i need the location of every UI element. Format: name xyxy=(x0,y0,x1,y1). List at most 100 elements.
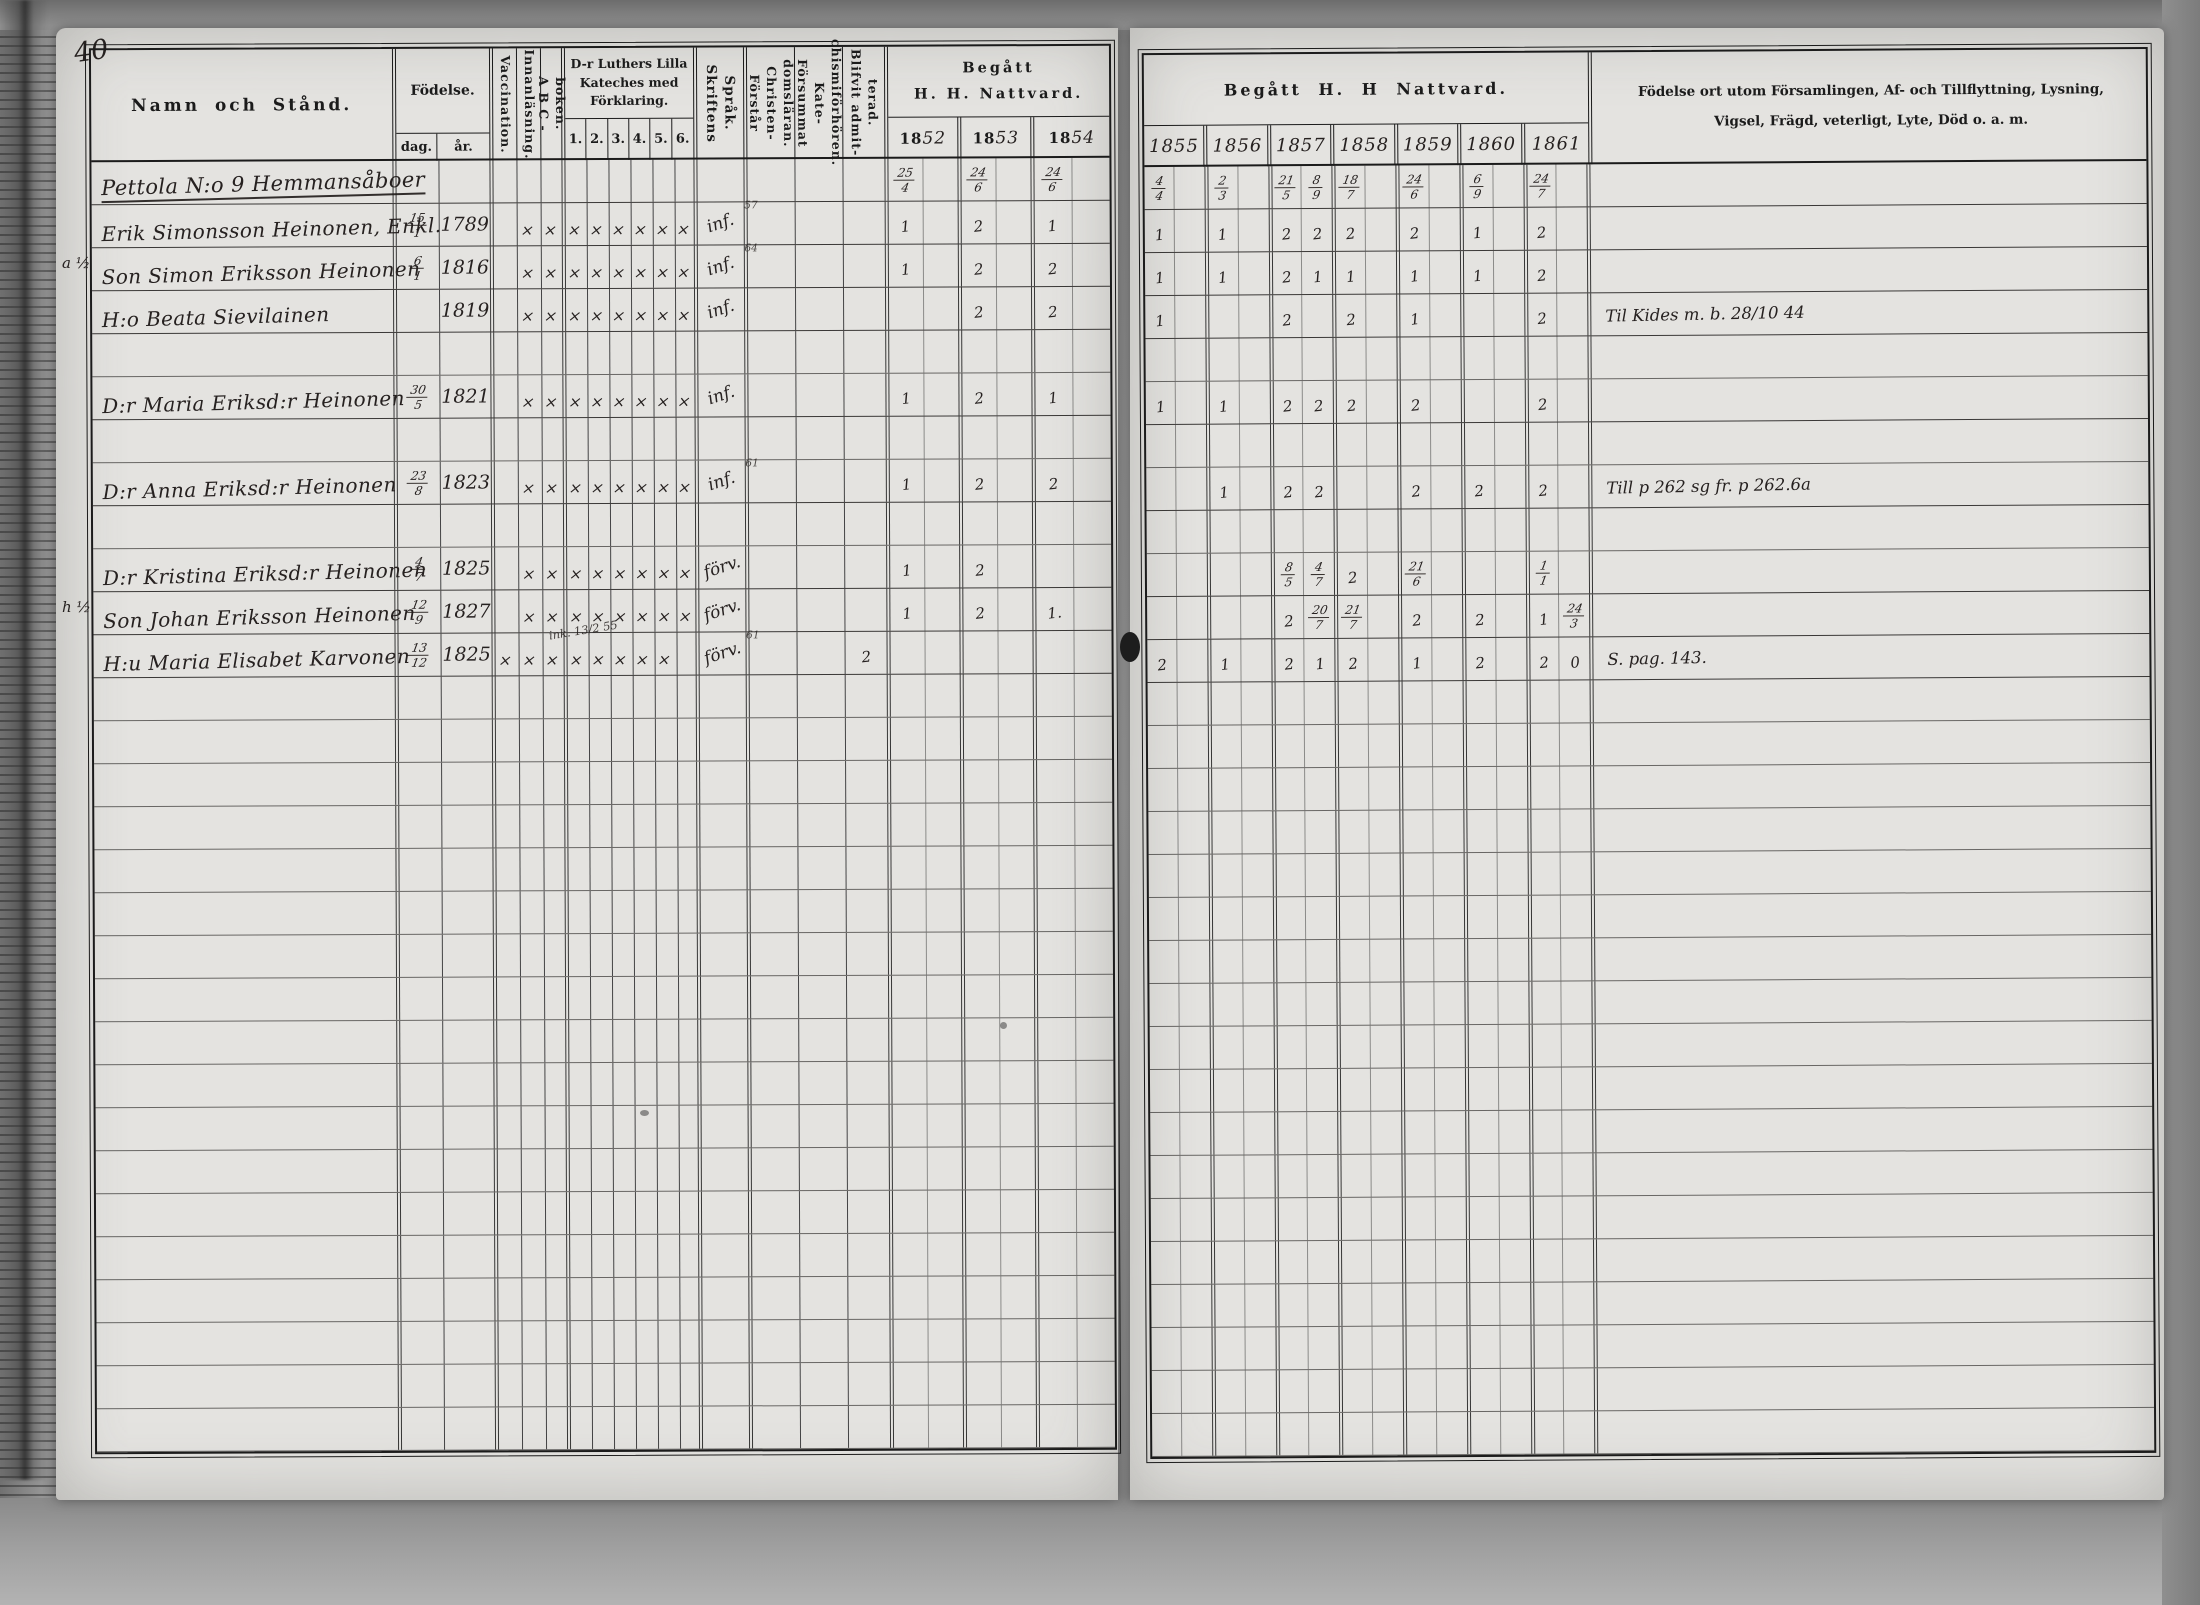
communion-cell: 2 xyxy=(963,545,1037,588)
forstar-cell xyxy=(750,890,799,933)
notes-cell xyxy=(1596,1064,2152,1109)
reading-mark-cell xyxy=(655,675,678,718)
reading-mark-cell xyxy=(612,761,635,804)
reading-mark-cell: × xyxy=(610,460,633,503)
communion-cell xyxy=(889,502,964,545)
communion-cell xyxy=(963,631,1037,674)
name-cell: H:o Beata Sievilainen xyxy=(91,289,398,334)
reading-mark-cell: × xyxy=(632,374,655,417)
handwritten-mark: 2 xyxy=(1410,481,1422,501)
reading-mark-cell xyxy=(612,976,636,1019)
sprak-cell xyxy=(702,1363,753,1406)
communion-cell xyxy=(1468,1110,1533,1154)
reading-mark-cell: × xyxy=(611,546,634,589)
reading-mark-cell: × xyxy=(653,288,677,331)
handwritten-mark: 1 xyxy=(1047,216,1059,236)
reading-mark-cell xyxy=(654,417,677,460)
communion-cell xyxy=(1145,338,1210,382)
handwritten-mark: 1 xyxy=(899,217,912,237)
handwritten-mark: 1 xyxy=(1345,267,1357,287)
communion-cell xyxy=(1150,1241,1215,1285)
communion-cell xyxy=(1038,1146,1114,1190)
name-cell xyxy=(94,805,400,850)
reading-mark-cell xyxy=(520,891,545,934)
communion-cell: 25 4 xyxy=(888,158,962,201)
forsummat-cell xyxy=(797,717,847,761)
communion-cell: 2 xyxy=(1527,250,1592,293)
handwritten-mark: 2 xyxy=(973,474,986,494)
reading-mark-cell xyxy=(656,933,679,976)
table-row xyxy=(1151,1321,2154,1372)
sprak-cell xyxy=(700,761,751,804)
sprak-cell xyxy=(698,331,749,374)
name-cell xyxy=(94,891,400,936)
blifvit-cell xyxy=(847,1147,893,1190)
birth-day-cell: 30 5 xyxy=(397,375,441,418)
reading-mark-cell: × xyxy=(519,547,544,590)
sprak-cell: förv. xyxy=(699,546,750,589)
reading-mark-cell xyxy=(568,762,591,805)
sprak-cell xyxy=(699,718,751,761)
reading-mark-cell xyxy=(570,1407,594,1450)
reading-mark-cell xyxy=(545,1192,571,1235)
communion-cell xyxy=(1279,1369,1344,1413)
communion-cell xyxy=(1278,1283,1343,1327)
handwritten-mark: 2 xyxy=(1283,611,1295,631)
blifvit-cell xyxy=(847,1018,893,1061)
communion-cell xyxy=(1342,1326,1407,1369)
reading-mark-cell: × xyxy=(654,460,677,503)
communion-cell xyxy=(1210,553,1275,596)
communion-cell xyxy=(1530,680,1595,723)
blifvit-cell xyxy=(846,803,892,846)
blifvit-cell xyxy=(844,416,890,459)
communion-cell: 2 xyxy=(963,588,1037,631)
birth-year-cell: 1816 xyxy=(439,246,494,289)
reading-mark-cell xyxy=(568,977,592,1020)
birth-year-cell: 1825 xyxy=(441,633,496,676)
communion-cell xyxy=(1467,852,1532,896)
handwritten-mark: 2 xyxy=(972,216,985,236)
birth-year-cell xyxy=(442,848,497,891)
communion-cell xyxy=(1146,467,1211,511)
table-row xyxy=(1151,1364,2155,1415)
birth-year-cell xyxy=(440,332,495,375)
table-row xyxy=(92,415,1111,464)
reading-mark-cell xyxy=(614,1363,637,1406)
communion-cell xyxy=(966,1362,1040,1405)
birth-day-cell xyxy=(400,1063,444,1106)
reading-mark-cell xyxy=(545,1020,570,1063)
reading-mark-cell: × xyxy=(519,590,544,633)
handwritten-mark: 2 xyxy=(1410,610,1423,630)
communion-cell xyxy=(1037,845,1112,889)
reading-mark-cell: × xyxy=(542,461,567,504)
reading-mark-cell xyxy=(592,1277,615,1321)
communion-cell xyxy=(1151,1327,1216,1371)
person-name: H:o Beata Sievilainen xyxy=(101,302,330,333)
person-name: D:r Kristina Eriksd:r Heinonen xyxy=(102,557,428,591)
handwritten-mark: 2 xyxy=(1312,396,1324,416)
forsummat-cell xyxy=(797,588,846,632)
reading-mark-cell: × xyxy=(675,374,699,417)
year-header: 1858 xyxy=(1334,124,1399,166)
communion-cell: 1 xyxy=(1399,251,1464,294)
name-cell xyxy=(93,676,399,721)
table-row xyxy=(95,1189,1115,1238)
reading-mark-cell xyxy=(657,1105,680,1148)
table-row xyxy=(1149,1063,2153,1114)
communion-cell: 2 xyxy=(1336,294,1401,337)
reading-mark-cell xyxy=(568,805,591,848)
handwritten-mark: 1 xyxy=(901,561,913,581)
communion-cell: 2 xyxy=(1400,380,1465,423)
communion-cell xyxy=(1149,1026,1214,1070)
table-row xyxy=(1150,1149,2153,1200)
communion-cell: 2 xyxy=(1401,466,1466,509)
table-row: Pettola N:o 9 Hemmansåboer 25 4 24 6 24 6 xyxy=(91,157,1110,206)
communion-cell xyxy=(1469,1196,1534,1240)
reading-mark-cell xyxy=(521,1063,546,1106)
